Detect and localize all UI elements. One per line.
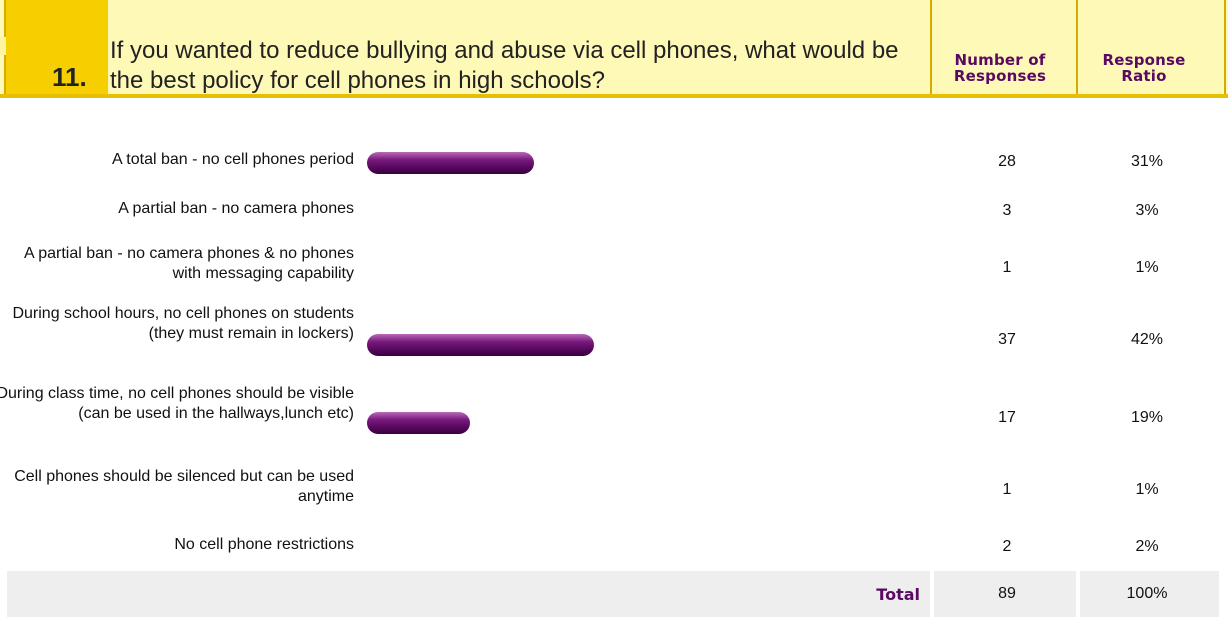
question-header: 11. If you wanted to reduce bullying and… xyxy=(0,0,1228,98)
column-header-responses-line2: Responses xyxy=(953,67,1047,85)
total-column-separator xyxy=(1076,571,1080,617)
answer-row: A total ban - no cell phones period 28 31% xyxy=(0,150,1228,176)
header-column-rule xyxy=(1076,0,1078,98)
answer-count: 3 xyxy=(1002,202,1012,219)
total-label: Total xyxy=(876,585,920,604)
answer-row: During school hours, no cell phones on s… xyxy=(0,304,1228,378)
answer-label: A total ban - no cell phones period xyxy=(112,151,354,168)
column-header-ratio: Response Ratio xyxy=(1082,52,1206,84)
header-bottom-rule xyxy=(0,94,1228,98)
column-header-ratio-line2: Ratio xyxy=(1121,67,1167,85)
answer-label: Cell phones should be silenced but can b… xyxy=(14,468,354,505)
question-number-column xyxy=(6,0,108,98)
answer-label: No cell phone restrictions xyxy=(174,536,354,553)
answer-row: A partial ban - no camera phones & no ph… xyxy=(0,244,1228,294)
question-number: 11. xyxy=(52,62,87,92)
answer-count: 1 xyxy=(1002,259,1012,276)
header-column-rule xyxy=(1224,0,1226,98)
total-column-separator xyxy=(930,571,934,617)
question-text: If you wanted to reduce bullying and abu… xyxy=(110,37,899,94)
answer-ratio: 42% xyxy=(1130,331,1164,348)
column-header-ratio-line1: Response xyxy=(1102,51,1186,69)
response-bar xyxy=(367,412,470,434)
total-row xyxy=(7,571,1219,617)
column-header-responses: Number of Responses xyxy=(936,52,1064,84)
answer-count: 28 xyxy=(998,153,1016,170)
answer-label: A partial ban - no camera phones & no ph… xyxy=(24,245,354,282)
column-header-responses-line1: Number of xyxy=(954,51,1046,69)
answer-count: 2 xyxy=(1002,538,1012,555)
answer-ratio: 19% xyxy=(1130,409,1164,426)
answer-label: During class time, no cell phones should… xyxy=(0,385,354,422)
response-bar xyxy=(367,152,534,174)
answer-ratio: 2% xyxy=(1135,538,1159,555)
answer-ratio: 1% xyxy=(1135,259,1159,276)
header-column-rule xyxy=(930,0,932,98)
header-tab-marker xyxy=(0,37,6,55)
answer-ratio: 1% xyxy=(1135,481,1159,498)
answer-row: No cell phone restrictions 2 2% xyxy=(0,535,1228,561)
answer-label: A partial ban - no camera phones xyxy=(118,200,354,217)
answer-label: During school hours, no cell phones on s… xyxy=(12,305,354,342)
answer-row: A partial ban - no camera phones 3 3% xyxy=(0,199,1228,225)
answer-count: 1 xyxy=(1002,481,1012,498)
answer-row: During class time, no cell phones should… xyxy=(0,384,1228,454)
answer-ratio: 3% xyxy=(1135,202,1159,219)
total-ratio: 100% xyxy=(1126,585,1168,602)
answer-ratio: 31% xyxy=(1130,153,1164,170)
answer-row: Cell phones should be silenced but can b… xyxy=(0,467,1228,515)
answer-count: 17 xyxy=(998,409,1016,426)
total-count: 89 xyxy=(998,585,1016,602)
answer-count: 37 xyxy=(998,331,1016,348)
response-bar xyxy=(367,334,594,356)
